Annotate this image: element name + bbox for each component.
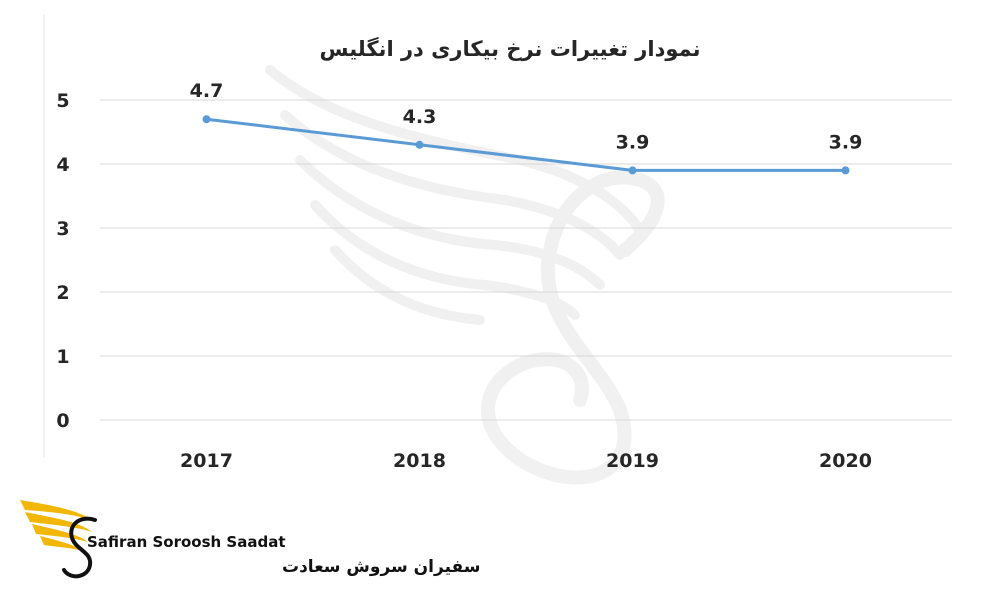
series-line	[206, 117, 846, 172]
y-tick-label: 0	[56, 410, 69, 432]
y-axis-ticks: 0 1 2 3 4 5	[56, 90, 69, 432]
data-label: 4.3	[403, 106, 437, 128]
logo-text-latin: Safiran Soroosh Saadat	[87, 533, 286, 551]
series	[202, 115, 850, 175]
y-tick-label: 4	[56, 154, 69, 176]
y-tick-label: 5	[56, 90, 69, 112]
data-point	[628, 166, 637, 175]
data-labels: 4.7 4.3 3.9 3.9	[190, 80, 863, 153]
data-point	[202, 115, 211, 124]
x-tick-label: 2020	[819, 450, 872, 472]
y-tick-label: 3	[56, 218, 69, 240]
data-label: 3.9	[829, 131, 863, 153]
data-point	[415, 140, 424, 149]
x-tick-label: 2019	[606, 450, 659, 472]
y-tick-label: 1	[56, 346, 69, 368]
company-logo: Safiran Soroosh Saadat سفیران سروش سعادت	[20, 500, 480, 579]
y-tick-label: 2	[56, 282, 69, 304]
watermark	[265, 65, 665, 485]
data-label: 3.9	[616, 131, 650, 153]
logo-s-icon	[62, 516, 97, 579]
x-axis-ticks: 2017 2018 2019 2020	[180, 450, 872, 472]
data-label: 4.7	[190, 80, 224, 102]
logo-wing-icon	[20, 500, 95, 551]
data-point	[841, 166, 850, 175]
x-tick-label: 2018	[393, 450, 446, 472]
x-tick-label: 2017	[180, 450, 233, 472]
chart-title: نمودار تغییرات نرخ بیکاری در انگلیس	[320, 36, 701, 61]
logo-text-persian: سفیران سروش سعادت	[282, 557, 480, 577]
grid	[43, 14, 952, 458]
